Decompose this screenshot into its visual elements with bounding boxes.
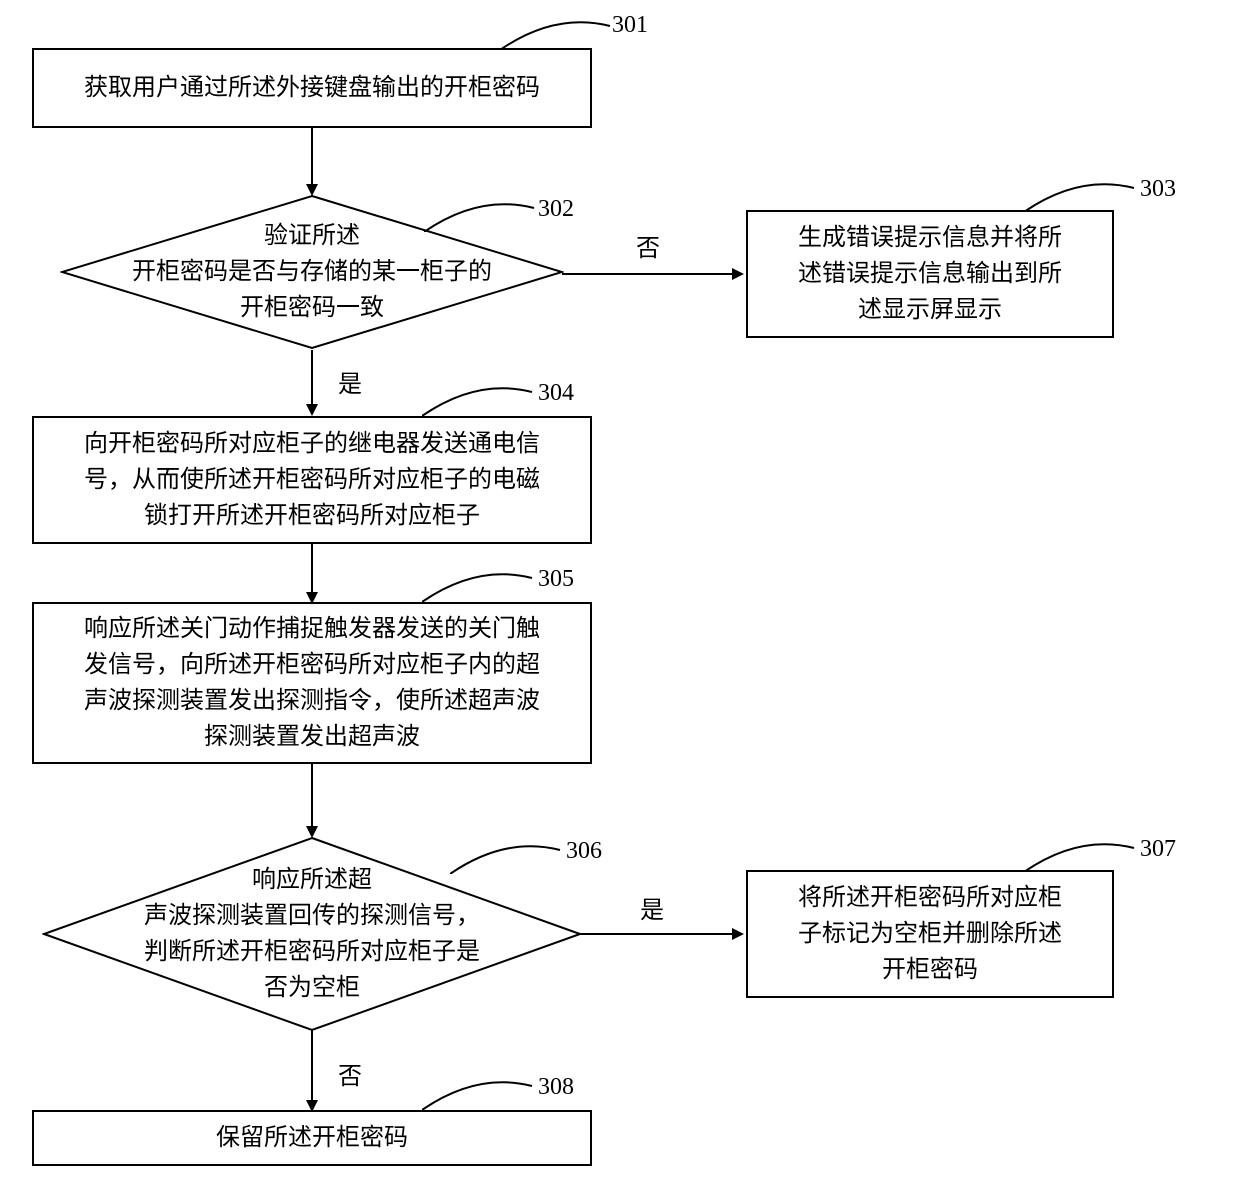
callout-303 <box>1024 172 1154 212</box>
node-306-text: 响应所述超 声波探测装置回传的探测信号， 判断所述开柜密码所对应柜子是 否为空柜 <box>144 862 480 1006</box>
arrow-301-302 <box>300 128 324 203</box>
label-306: 306 <box>566 838 602 865</box>
edge-label-302-303: 否 <box>636 228 660 263</box>
label-305: 305 <box>538 566 574 593</box>
edge-label-302-304: 是 <box>338 364 362 399</box>
callout-304 <box>422 376 552 416</box>
callout-302 <box>424 192 554 232</box>
arrow-304-305 <box>300 544 324 611</box>
node-301-text: 获取用户通过所述外接键盘输出的开柜密码 <box>84 70 540 106</box>
label-301: 301 <box>612 12 648 39</box>
callout-307 <box>1024 832 1154 872</box>
node-305-text: 响应所述关门动作捕捉触发器发送的关门触 发信号，向所述开柜密码所对应柜子内的超 … <box>84 611 540 755</box>
callout-308 <box>422 1070 552 1110</box>
flowchart-node-301: 获取用户通过所述外接键盘输出的开柜密码 <box>32 48 592 128</box>
flowchart-node-304: 向开柜密码所对应柜子的继电器发送通电信 号，从而使所述开柜密码所对应柜子的电磁 … <box>32 416 592 544</box>
flowchart-node-307: 将所述开柜密码所对应柜 子标记为空柜并删除所述 开柜密码 <box>746 870 1114 998</box>
node-304-text: 向开柜密码所对应柜子的继电器发送通电信 号，从而使所述开柜密码所对应柜子的电磁 … <box>84 426 540 534</box>
label-304: 304 <box>538 380 574 407</box>
arrow-302-303 <box>562 262 746 291</box>
label-302: 302 <box>538 196 574 223</box>
label-308: 308 <box>538 1074 574 1101</box>
flowchart-node-303: 生成错误提示信息并将所 述错误提示信息输出到所 述显示屏显示 <box>746 210 1114 338</box>
callout-305 <box>422 562 552 602</box>
flowchart-node-305: 响应所述关门动作捕捉触发器发送的关门触 发信号，向所述开柜密码所对应柜子内的超 … <box>32 602 592 764</box>
node-307-text: 将所述开柜密码所对应柜 子标记为空柜并删除所述 开柜密码 <box>798 880 1062 988</box>
callout-306 <box>450 834 580 874</box>
label-307: 307 <box>1140 836 1176 863</box>
edge-label-306-308: 否 <box>338 1056 362 1091</box>
flowchart-node-308: 保留所述开柜密码 <box>32 1110 592 1166</box>
node-303-text: 生成错误提示信息并将所 述错误提示信息输出到所 述显示屏显示 <box>798 220 1062 328</box>
arrow-306-307 <box>580 922 746 951</box>
node-302-text: 验证所述 开柜密码是否与存储的某一柜子的 开柜密码一致 <box>132 218 492 326</box>
arrow-305-306 <box>300 764 324 845</box>
arrow-302-304 <box>300 350 324 423</box>
arrow-306-308 <box>300 1030 324 1119</box>
edge-label-306-307: 是 <box>640 890 664 925</box>
callout-301 <box>500 10 630 50</box>
label-303: 303 <box>1140 176 1176 203</box>
node-308-text: 保留所述开柜密码 <box>216 1120 408 1156</box>
